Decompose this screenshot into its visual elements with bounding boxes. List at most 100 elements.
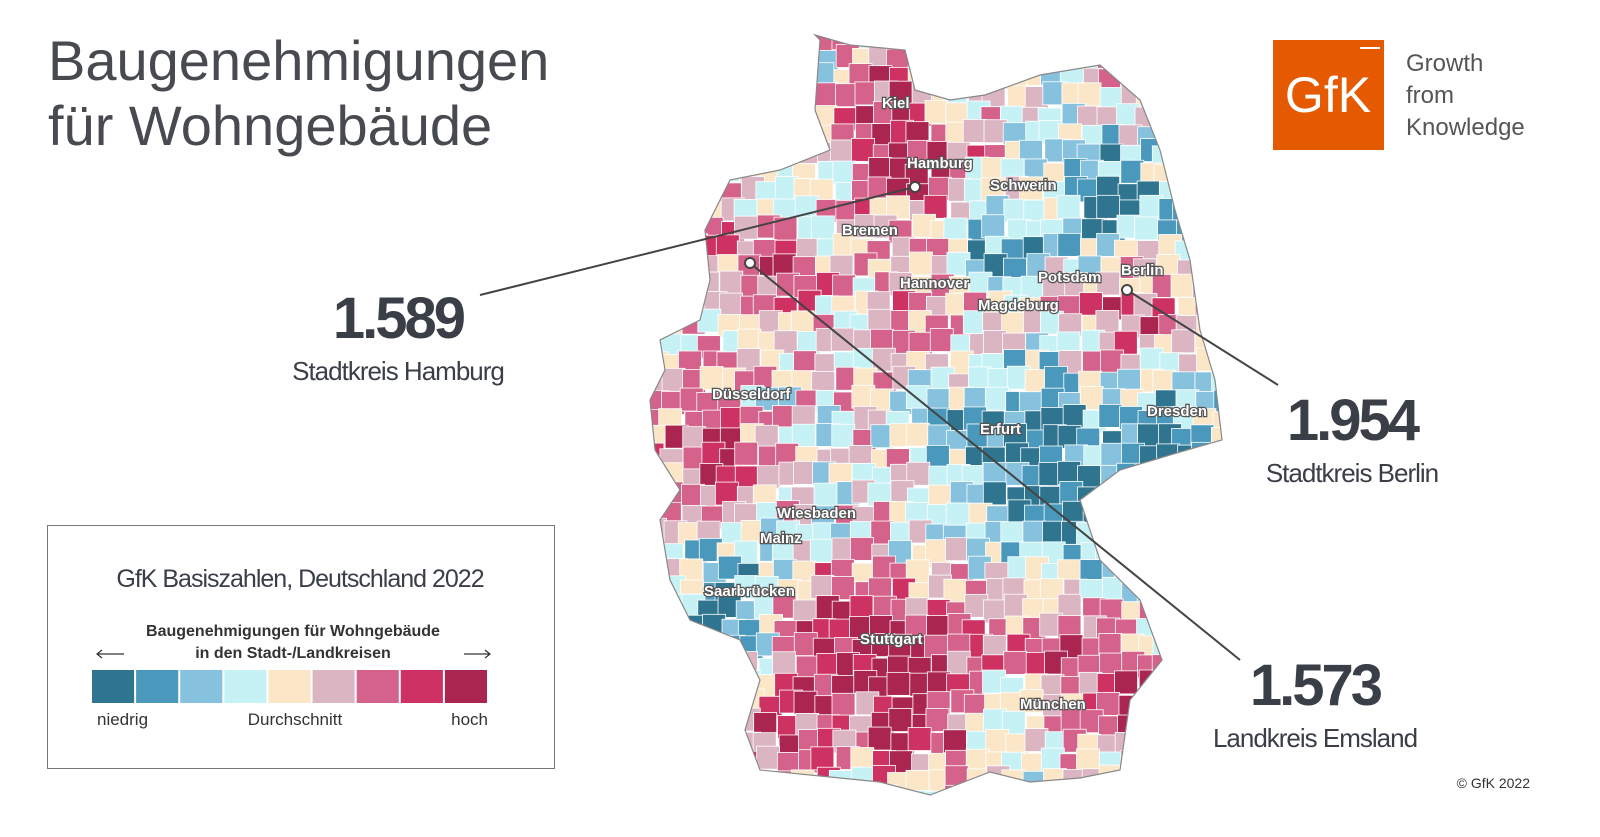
district: [679, 35, 704, 54]
district: [775, 124, 800, 149]
district: [678, 67, 703, 92]
district: [1193, 791, 1217, 795]
district: [943, 217, 968, 242]
district: [650, 315, 671, 339]
district: [678, 218, 703, 243]
district: [715, 67, 740, 92]
legend-subtitle: in den Stadt-/Landkreisen: [195, 645, 391, 662]
district: [695, 183, 720, 208]
arrow-right: [464, 649, 491, 659]
district: [1134, 47, 1158, 72]
district: [1194, 294, 1219, 319]
district: [962, 63, 987, 88]
district: [1176, 485, 1201, 509]
district: [1037, 787, 1062, 795]
district: [697, 66, 722, 91]
district: [810, 746, 835, 771]
district: [734, 441, 759, 466]
district: [663, 768, 688, 793]
district: [1196, 503, 1221, 527]
district: [660, 87, 685, 112]
district: [699, 35, 724, 53]
legend-swatch: [92, 670, 135, 703]
district: [650, 215, 670, 240]
district: [717, 671, 742, 696]
city-label: Magdeburg: [978, 297, 1059, 314]
district: [1213, 329, 1222, 353]
district: [1193, 772, 1217, 795]
district: [695, 44, 720, 69]
district: [650, 295, 669, 320]
district: [1158, 791, 1183, 795]
district: [867, 308, 892, 333]
district: [1158, 726, 1183, 751]
district: [714, 47, 739, 72]
district: [1044, 47, 1069, 71]
leader-line: [1126, 289, 1279, 386]
district: [1159, 118, 1184, 143]
district: [679, 614, 704, 639]
district: [1177, 444, 1202, 469]
district: [650, 83, 671, 108]
district: [1177, 465, 1202, 490]
callout-value: 1.589: [333, 286, 465, 351]
district: [794, 106, 819, 130]
district: [810, 62, 835, 87]
district: [832, 274, 857, 299]
district: [1197, 105, 1222, 129]
district: [650, 786, 667, 795]
district: [1063, 35, 1088, 53]
district: [794, 42, 819, 67]
district: [754, 49, 779, 74]
district: [1135, 64, 1160, 89]
district: [1212, 695, 1222, 720]
district: [650, 125, 664, 150]
district: [1192, 274, 1216, 298]
district: [813, 482, 838, 507]
district: [1153, 746, 1177, 771]
district: [1118, 49, 1143, 74]
district: [1175, 66, 1200, 91]
district: [679, 202, 704, 227]
district: [697, 118, 721, 143]
district: [660, 786, 685, 795]
district: [650, 479, 663, 504]
district: [1159, 464, 1184, 489]
district: [1137, 752, 1161, 777]
district: [1177, 692, 1202, 717]
district: [721, 123, 745, 148]
district: [1196, 347, 1220, 372]
district: [650, 595, 668, 620]
district: [1191, 579, 1216, 603]
district: [650, 767, 666, 792]
district: [1210, 311, 1222, 336]
district: [1151, 654, 1176, 679]
district: [1209, 142, 1222, 167]
district: [1099, 485, 1124, 510]
district: [1214, 102, 1222, 126]
district: [1172, 141, 1197, 166]
district: [1100, 442, 1125, 467]
city-label: Düsseldorf: [712, 386, 791, 403]
district: [1172, 729, 1196, 754]
district: [1175, 525, 1200, 550]
district: [678, 695, 702, 719]
legend-arrows: [96, 649, 491, 659]
logo-mark: GfK: [1285, 67, 1371, 123]
district: [697, 746, 722, 771]
district: [702, 766, 727, 791]
district: [698, 790, 722, 795]
district: [737, 786, 762, 795]
district: [757, 142, 782, 166]
district: [658, 657, 683, 682]
district: [664, 122, 688, 147]
district: [964, 35, 989, 53]
district: [683, 767, 708, 792]
district: [793, 122, 818, 147]
district: [1134, 464, 1159, 489]
district: [664, 254, 689, 279]
district: [701, 651, 726, 675]
district: [925, 68, 950, 92]
district: [1119, 542, 1144, 567]
